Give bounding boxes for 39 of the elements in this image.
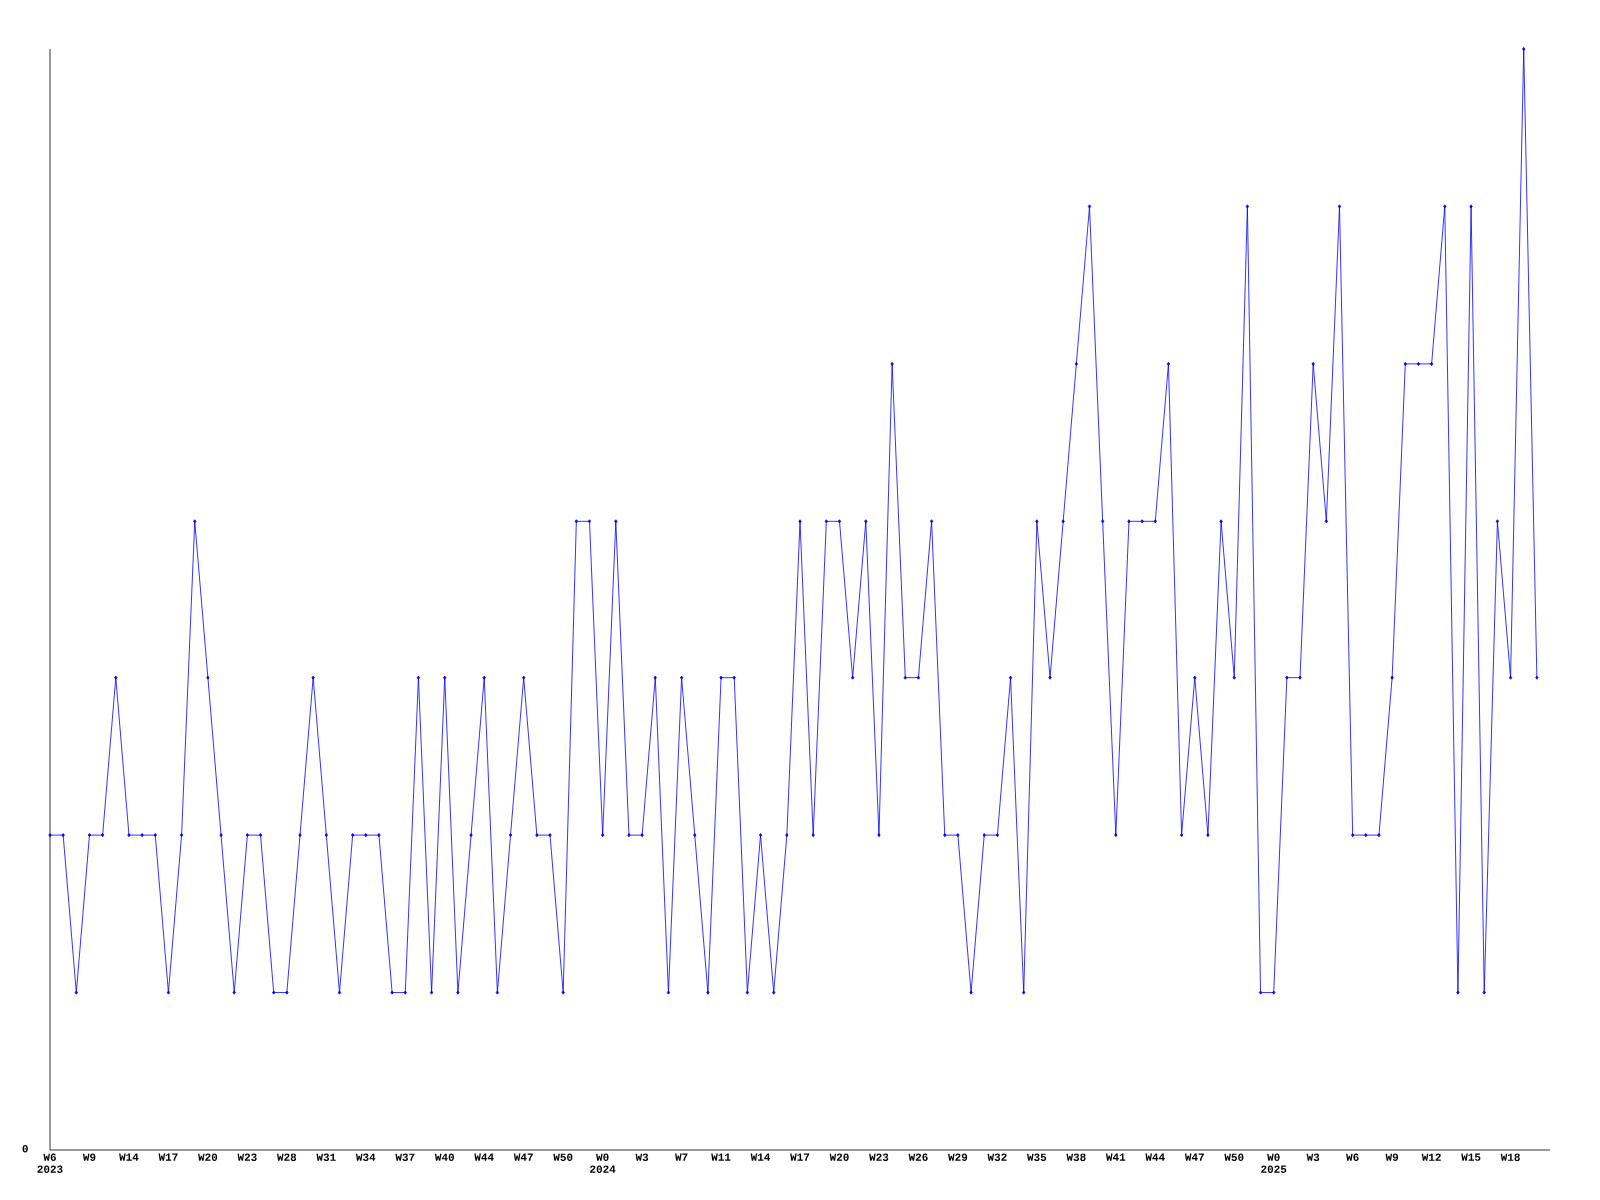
x-tick-label: W3 <box>1306 1153 1320 1161</box>
x-tick-label: W3 <box>635 1153 649 1161</box>
x-tick-label: W44 <box>1145 1153 1165 1161</box>
x-tick-label: W23 <box>237 1153 257 1161</box>
x-tick-label: W38 <box>1066 1153 1086 1161</box>
x-tick-label: W50 <box>553 1153 573 1161</box>
x-tick-label: W20 <box>829 1153 849 1161</box>
x-tick-label: W20 <box>198 1153 218 1161</box>
x-tick-label: W9 <box>1385 1153 1399 1161</box>
x-tick-label: W31 <box>316 1153 336 1161</box>
x-tick-label: W14 <box>119 1153 139 1161</box>
x-tick-label: W0 2025 <box>1261 1153 1287 1173</box>
x-tick-label: W50 <box>1224 1153 1244 1161</box>
x-tick-label: W15 <box>1461 1153 1481 1161</box>
x-tick-label: W40 <box>434 1153 454 1161</box>
x-tick-label: W7 <box>675 1153 688 1161</box>
x-tick-label: W29 <box>948 1153 968 1161</box>
text: 0 <box>22 1145 28 1153</box>
x-tick-label: W37 <box>395 1153 415 1161</box>
x-tick-label: W17 <box>158 1153 178 1161</box>
x-tick-label: W12 <box>1421 1153 1441 1161</box>
x-tick-label: W34 <box>355 1153 376 1161</box>
x-tick-label: W14 <box>750 1153 771 1161</box>
x-tick-label: W44 <box>474 1153 494 1161</box>
x-tick-label: W41 <box>1105 1153 1126 1161</box>
x-tick-label: W0 2024 <box>590 1153 616 1173</box>
x-tick-label: W6 2023 <box>37 1153 63 1173</box>
x-tick-label: W28 <box>276 1153 297 1161</box>
x-tick-label: W17 <box>790 1153 810 1161</box>
x-tick-label: W23 <box>869 1153 889 1161</box>
x-tick-label: W32 <box>987 1153 1007 1161</box>
x-tick-label: W26 <box>908 1153 928 1161</box>
x-tick-label: W9 <box>82 1153 96 1161</box>
x-tick-label: W47 <box>1184 1153 1204 1161</box>
x-tick-label: W6 <box>1346 1153 1359 1161</box>
x-tick-label: W11 <box>711 1153 731 1161</box>
x-tick-label: W47 <box>513 1153 533 1161</box>
x-tick-label: W18 <box>1500 1153 1520 1161</box>
x-tick-label: W35 <box>1027 1153 1047 1161</box>
